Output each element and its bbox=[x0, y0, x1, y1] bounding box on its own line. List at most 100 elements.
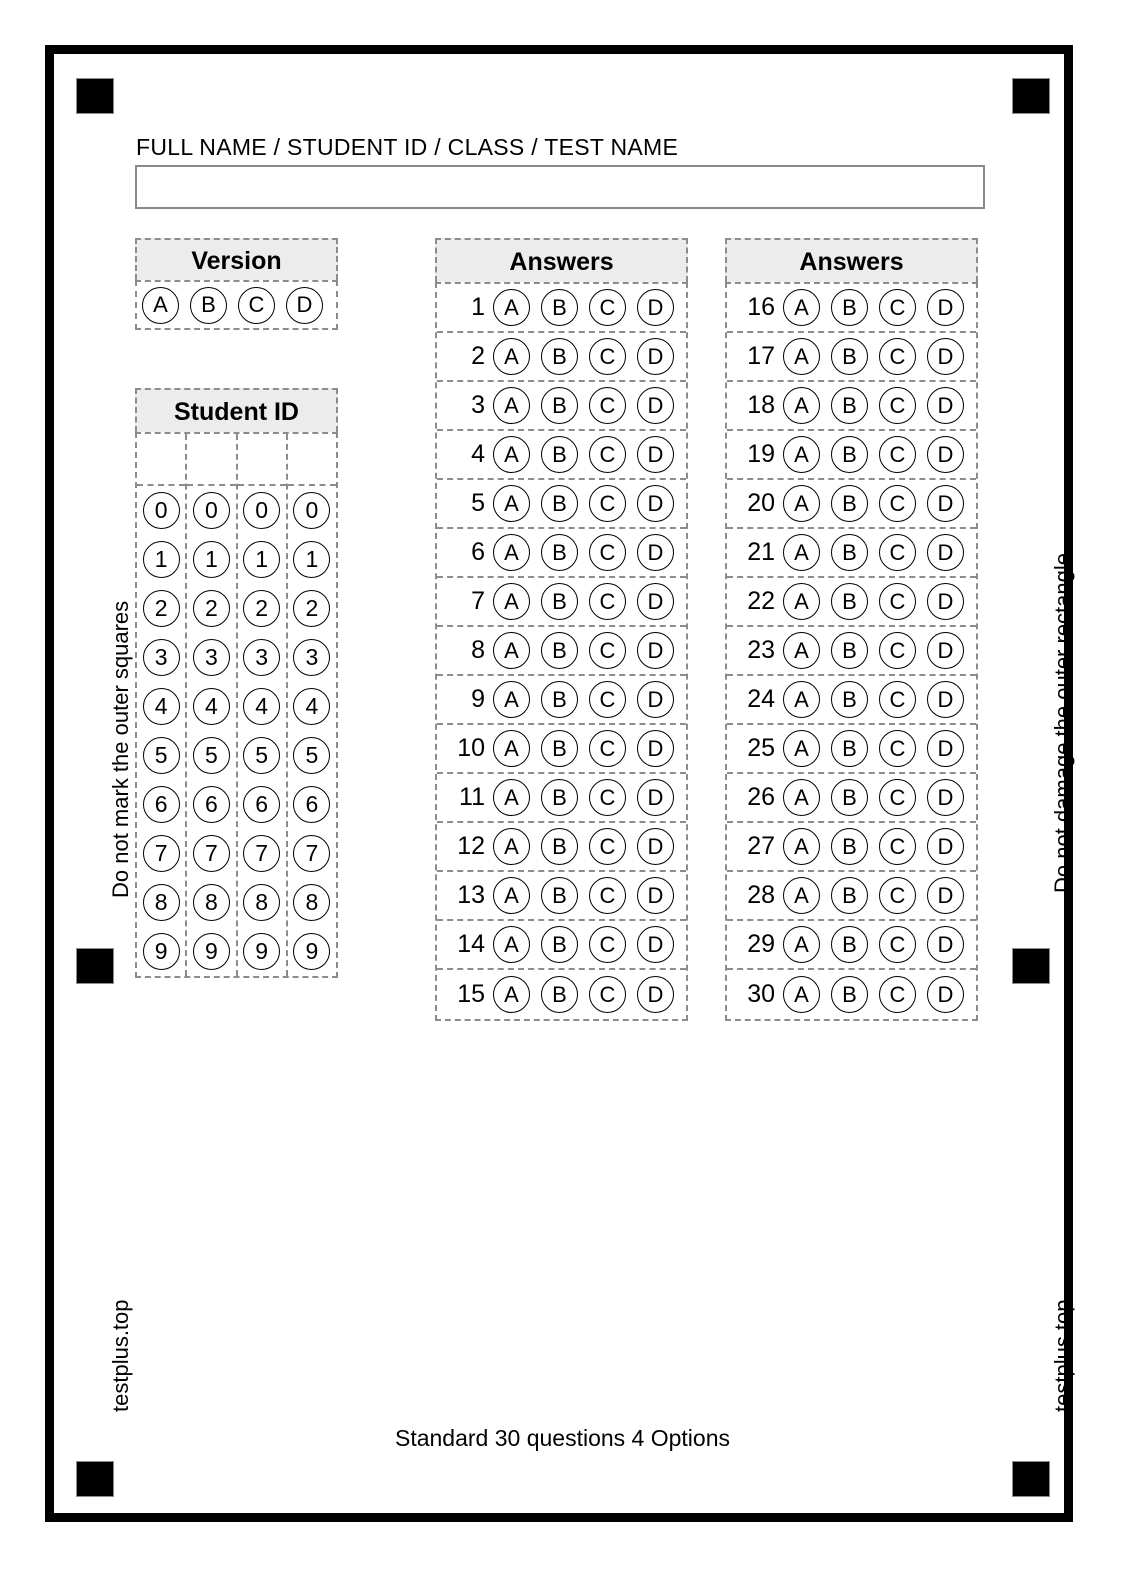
answer-bubble-q13-a[interactable]: A bbox=[493, 877, 530, 914]
answer-bubble-q10-b[interactable]: B bbox=[541, 730, 578, 767]
student-id-bubble-c2-4[interactable]: 4 bbox=[192, 688, 230, 725]
answer-bubble-q24-a[interactable]: A bbox=[783, 681, 820, 718]
answer-bubble-q27-a[interactable]: A bbox=[783, 828, 820, 865]
answer-bubble-q11-a[interactable]: A bbox=[493, 779, 530, 816]
student-id-bubble-c2-9[interactable]: 9 bbox=[192, 933, 230, 970]
answer-bubble-q19-c[interactable]: C bbox=[879, 436, 916, 473]
answer-bubble-q7-a[interactable]: A bbox=[493, 583, 530, 620]
answer-bubble-q1-b[interactable]: B bbox=[541, 289, 578, 326]
student-id-write-cell-2[interactable] bbox=[187, 434, 236, 486]
answer-bubble-q13-b[interactable]: B bbox=[541, 877, 578, 914]
answer-bubble-q5-b[interactable]: B bbox=[541, 485, 578, 522]
answer-bubble-q22-c[interactable]: C bbox=[879, 583, 916, 620]
answer-bubble-q18-b[interactable]: B bbox=[831, 387, 868, 424]
answer-bubble-q4-a[interactable]: A bbox=[493, 436, 530, 473]
answer-bubble-q16-c[interactable]: C bbox=[879, 289, 916, 326]
answer-bubble-q26-c[interactable]: C bbox=[879, 779, 916, 816]
student-id-bubble-c4-2[interactable]: 2 bbox=[293, 590, 331, 627]
answer-bubble-q17-b[interactable]: B bbox=[831, 338, 868, 375]
answer-bubble-q14-b[interactable]: B bbox=[541, 926, 578, 963]
answer-bubble-q15-a[interactable]: A bbox=[493, 976, 530, 1013]
student-id-bubble-c3-1[interactable]: 1 bbox=[243, 541, 281, 578]
answer-bubble-q5-d[interactable]: D bbox=[637, 485, 674, 522]
answer-bubble-q10-c[interactable]: C bbox=[589, 730, 626, 767]
answer-bubble-q29-c[interactable]: C bbox=[879, 926, 916, 963]
student-id-bubble-c4-7[interactable]: 7 bbox=[293, 835, 331, 872]
version-bubble-b[interactable]: B bbox=[190, 286, 227, 324]
answer-bubble-q26-b[interactable]: B bbox=[831, 779, 868, 816]
answer-bubble-q26-a[interactable]: A bbox=[783, 779, 820, 816]
student-id-write-cell-3[interactable] bbox=[237, 434, 286, 486]
student-id-bubble-c2-1[interactable]: 1 bbox=[192, 541, 230, 578]
student-id-bubble-c2-5[interactable]: 5 bbox=[192, 737, 230, 774]
answer-bubble-q14-c[interactable]: C bbox=[589, 926, 626, 963]
version-bubble-c[interactable]: C bbox=[238, 286, 275, 324]
student-id-bubble-c3-8[interactable]: 8 bbox=[243, 884, 281, 921]
student-id-bubble-c4-8[interactable]: 8 bbox=[293, 884, 331, 921]
answer-bubble-q20-a[interactable]: A bbox=[783, 485, 820, 522]
answer-bubble-q4-c[interactable]: C bbox=[589, 436, 626, 473]
student-id-bubble-c2-8[interactable]: 8 bbox=[192, 884, 230, 921]
answer-bubble-q21-b[interactable]: B bbox=[831, 534, 868, 571]
student-id-bubble-c3-5[interactable]: 5 bbox=[243, 737, 281, 774]
answer-bubble-q19-a[interactable]: A bbox=[783, 436, 820, 473]
answer-bubble-q6-c[interactable]: C bbox=[589, 534, 626, 571]
answer-bubble-q14-d[interactable]: D bbox=[637, 926, 674, 963]
answer-bubble-q15-c[interactable]: C bbox=[589, 976, 626, 1013]
answer-bubble-q3-c[interactable]: C bbox=[589, 387, 626, 424]
answer-bubble-q7-b[interactable]: B bbox=[541, 583, 578, 620]
answer-bubble-q23-d[interactable]: D bbox=[927, 632, 964, 669]
answer-bubble-q27-d[interactable]: D bbox=[927, 828, 964, 865]
answer-bubble-q21-d[interactable]: D bbox=[927, 534, 964, 571]
student-id-bubble-c1-7[interactable]: 7 bbox=[142, 835, 180, 872]
answer-bubble-q25-b[interactable]: B bbox=[831, 730, 868, 767]
answer-bubble-q13-d[interactable]: D bbox=[637, 877, 674, 914]
student-id-bubble-c4-0[interactable]: 0 bbox=[293, 492, 331, 529]
student-id-write-cell-1[interactable] bbox=[137, 434, 186, 486]
answer-bubble-q26-d[interactable]: D bbox=[927, 779, 964, 816]
answer-bubble-q4-d[interactable]: D bbox=[637, 436, 674, 473]
answer-bubble-q27-c[interactable]: C bbox=[879, 828, 916, 865]
student-id-bubble-c4-5[interactable]: 5 bbox=[293, 737, 331, 774]
answer-bubble-q22-d[interactable]: D bbox=[927, 583, 964, 620]
answer-bubble-q11-d[interactable]: D bbox=[637, 779, 674, 816]
student-id-bubble-c1-0[interactable]: 0 bbox=[142, 492, 180, 529]
answer-bubble-q8-c[interactable]: C bbox=[589, 632, 626, 669]
student-id-bubble-c1-9[interactable]: 9 bbox=[142, 933, 180, 970]
answer-bubble-q29-a[interactable]: A bbox=[783, 926, 820, 963]
answer-bubble-q29-d[interactable]: D bbox=[927, 926, 964, 963]
answer-bubble-q7-c[interactable]: C bbox=[589, 583, 626, 620]
version-bubble-d[interactable]: D bbox=[286, 286, 323, 324]
answer-bubble-q30-b[interactable]: B bbox=[831, 976, 868, 1013]
answer-bubble-q12-a[interactable]: A bbox=[493, 828, 530, 865]
answer-bubble-q1-a[interactable]: A bbox=[493, 289, 530, 326]
student-id-bubble-c2-6[interactable]: 6 bbox=[192, 786, 230, 823]
student-id-bubble-c2-0[interactable]: 0 bbox=[192, 492, 230, 529]
answer-bubble-q21-c[interactable]: C bbox=[879, 534, 916, 571]
answer-bubble-q28-b[interactable]: B bbox=[831, 877, 868, 914]
student-id-bubble-c3-9[interactable]: 9 bbox=[243, 933, 281, 970]
student-id-bubble-c1-8[interactable]: 8 bbox=[142, 884, 180, 921]
answer-bubble-q16-d[interactable]: D bbox=[927, 289, 964, 326]
answer-bubble-q17-a[interactable]: A bbox=[783, 338, 820, 375]
answer-bubble-q11-c[interactable]: C bbox=[589, 779, 626, 816]
student-id-bubble-c4-6[interactable]: 6 bbox=[293, 786, 331, 823]
answer-bubble-q28-d[interactable]: D bbox=[927, 877, 964, 914]
answer-bubble-q12-d[interactable]: D bbox=[637, 828, 674, 865]
student-id-bubble-c3-2[interactable]: 2 bbox=[243, 590, 281, 627]
student-id-bubble-c3-6[interactable]: 6 bbox=[243, 786, 281, 823]
answer-bubble-q9-c[interactable]: C bbox=[589, 681, 626, 718]
student-id-bubble-c2-7[interactable]: 7 bbox=[192, 835, 230, 872]
answer-bubble-q20-c[interactable]: C bbox=[879, 485, 916, 522]
answer-bubble-q23-c[interactable]: C bbox=[879, 632, 916, 669]
answer-bubble-q30-d[interactable]: D bbox=[927, 976, 964, 1013]
answer-bubble-q5-a[interactable]: A bbox=[493, 485, 530, 522]
answer-bubble-q25-a[interactable]: A bbox=[783, 730, 820, 767]
student-id-bubble-c4-3[interactable]: 3 bbox=[293, 639, 331, 676]
answer-bubble-q17-c[interactable]: C bbox=[879, 338, 916, 375]
answer-bubble-q9-b[interactable]: B bbox=[541, 681, 578, 718]
answer-bubble-q3-b[interactable]: B bbox=[541, 387, 578, 424]
answer-bubble-q15-d[interactable]: D bbox=[637, 976, 674, 1013]
answer-bubble-q7-d[interactable]: D bbox=[637, 583, 674, 620]
answer-bubble-q23-a[interactable]: A bbox=[783, 632, 820, 669]
